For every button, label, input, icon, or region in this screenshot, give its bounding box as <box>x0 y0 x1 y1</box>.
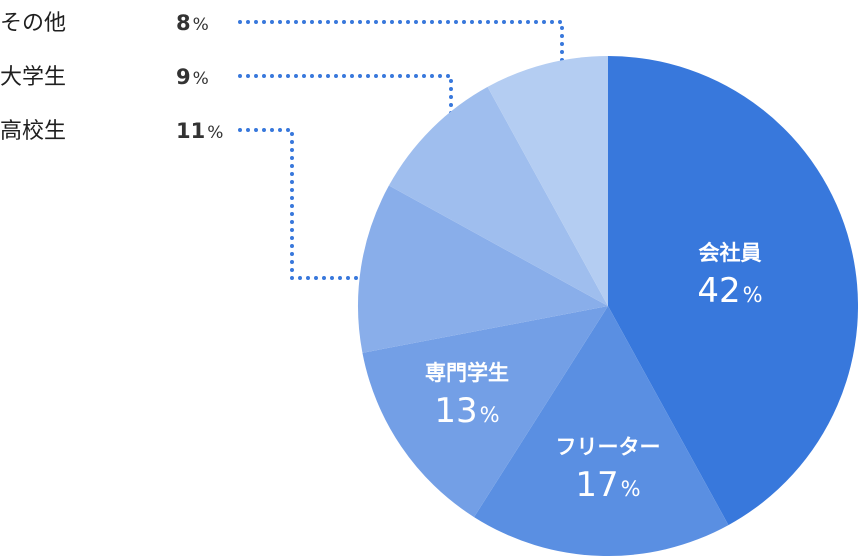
pie-slices <box>357 56 858 556</box>
legend-slice-6-value: 8% <box>176 11 209 35</box>
slice-1-label: 会社員 <box>699 241 762 265</box>
leader-line-slice-4 <box>238 128 382 280</box>
slice-labels: 会社員 42% フリーター 17% 専門学生 13% <box>425 241 763 505</box>
slice-3-value: 13% <box>434 391 499 431</box>
slice-3-label: 専門学生 <box>425 361 509 385</box>
slice-2-wedge <box>474 306 729 556</box>
leader-lines <box>238 20 564 280</box>
slice-3-wedge <box>362 306 608 518</box>
legend-slice-5-value: 9% <box>176 65 209 89</box>
slice-1-wedge <box>608 56 858 526</box>
slice-2-label: フリーター <box>556 435 661 459</box>
slice-6-wedge <box>487 56 608 306</box>
slice-1-value: 42% <box>697 271 762 311</box>
slice-4-wedge <box>357 185 608 353</box>
legend-slice-4-label: 高校生 <box>0 119 66 144</box>
slice-2-value: 17% <box>575 465 640 505</box>
legend-slice-4-value: 11% <box>176 119 223 143</box>
legend-slice-6-label: その他 <box>0 11 66 36</box>
legend-slice-5-label: 大学生 <box>0 65 66 90</box>
legend: その他 8 % 大学生 9 % 高校生 11% <box>0 11 223 144</box>
slice-5-wedge <box>388 86 608 306</box>
leader-line-slice-6 <box>238 20 564 86</box>
leader-line-slice-5 <box>238 74 453 140</box>
